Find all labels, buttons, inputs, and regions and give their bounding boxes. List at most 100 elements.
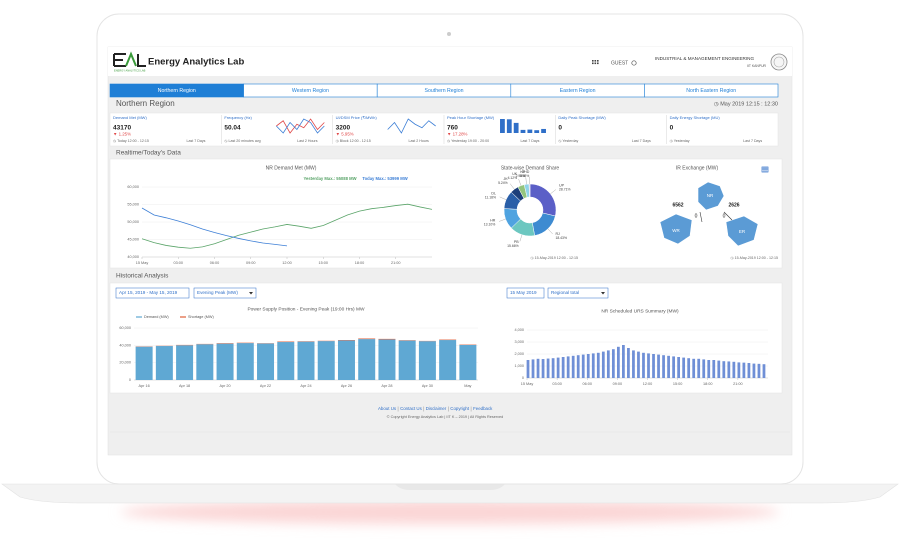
x-tick-label: 12:00	[643, 382, 653, 386]
kpi-label: Frequency (Hz)	[224, 115, 252, 120]
slice-value: 0.58%	[520, 174, 530, 178]
bar	[712, 360, 716, 378]
kpi-note: ◷ Yesterday	[558, 139, 578, 143]
bar	[601, 351, 605, 378]
user-icon[interactable]	[631, 60, 637, 66]
slice-label: PB	[514, 240, 519, 244]
slice-value: 15.66%	[507, 244, 519, 248]
kpi-period: Last 7 Days	[743, 139, 762, 143]
x-tick-label: 09:00	[613, 382, 623, 386]
bar	[541, 359, 545, 378]
y-tick-label: 2,000	[514, 352, 524, 356]
label-leader	[498, 218, 506, 222]
footer-link[interactable]: Copyright	[450, 406, 470, 411]
kpi-label: Demand Met (MW)	[113, 115, 147, 120]
bar	[439, 340, 457, 380]
x-tick-label: 15:00	[673, 382, 683, 386]
total-select[interactable]	[547, 287, 609, 299]
base-notch	[395, 484, 505, 490]
peak-select-label[interactable]: Evening Peak (MW)	[197, 290, 238, 295]
bar	[337, 340, 355, 380]
map-settings-icon[interactable]	[761, 166, 769, 173]
shadow	[120, 500, 780, 524]
kpi-label: Daily Energy Shortage (MU)	[670, 115, 721, 120]
bar	[662, 355, 665, 378]
date-range[interactable]: Apr 15, 2019 - May 15, 2019	[119, 290, 178, 295]
x-tick-label: 21:00	[733, 382, 743, 386]
footer-link[interactable]: Disclaimer	[426, 406, 447, 411]
spark-bar	[534, 130, 540, 133]
slice-label: RJ	[555, 232, 560, 236]
bar	[418, 341, 436, 380]
laptop-base	[1, 483, 899, 504]
tab-label[interactable]: Northern Region	[158, 88, 196, 94]
kpi-value: 0	[670, 125, 674, 132]
slice-label: CHD	[522, 170, 530, 174]
bar	[277, 342, 295, 380]
kpi-value: 43170	[113, 125, 131, 132]
tab-label[interactable]: Western Region	[292, 88, 329, 94]
footer-link[interactable]: About Us	[378, 406, 397, 411]
bar	[637, 351, 640, 378]
spark-bar	[520, 129, 526, 133]
apps-icon[interactable]	[592, 60, 599, 65]
tab-label[interactable]: Eastern Region	[560, 88, 596, 94]
date[interactable]: 15 May 2019	[510, 290, 537, 295]
spark-bar	[541, 128, 546, 133]
x-tick-label: 03:00	[173, 261, 183, 265]
bar	[616, 346, 620, 378]
bar	[155, 346, 173, 380]
bar	[702, 359, 706, 378]
y-tick-label: 3,000	[514, 340, 524, 344]
bar	[762, 364, 766, 378]
footer-link[interactable]: Contact Us	[400, 406, 423, 411]
y-tick-label: 1,000	[514, 364, 524, 368]
slice-value: 11.18%	[485, 196, 496, 200]
bar	[647, 353, 650, 378]
kpi-change: ▼ 1.25%	[113, 132, 131, 137]
bar	[677, 357, 681, 378]
line-series	[141, 203, 433, 249]
kpi-note: ◷ Last 20 minutes avg	[224, 139, 260, 143]
user[interactable]: GUEST	[611, 60, 628, 66]
y-tick-label: 40,000	[119, 343, 131, 347]
bar	[257, 343, 275, 380]
y-tick-label: 55,000	[127, 203, 139, 207]
label-leader	[519, 234, 523, 242]
bar	[707, 360, 711, 378]
total-select-label[interactable]: Regional total	[551, 290, 579, 295]
bar	[556, 357, 560, 378]
legend-entry: Yesterday Max.: 55088 MW	[303, 176, 356, 181]
bar	[667, 355, 670, 378]
sparkline	[387, 118, 436, 134]
line-series	[141, 207, 288, 247]
caret	[249, 292, 253, 295]
kpi-value: 3200	[336, 125, 351, 132]
slice-label: JK	[503, 177, 508, 181]
footer-link[interactable]: Feedback	[473, 406, 493, 411]
label-leader	[509, 183, 515, 190]
x-tick-label: Apr 28	[381, 384, 392, 388]
region-title: Northern Region	[116, 99, 175, 108]
peak-select[interactable]	[193, 287, 257, 299]
date-picker[interactable]	[506, 287, 545, 299]
bar	[571, 355, 575, 378]
y-tick-label: 4,000	[514, 328, 524, 332]
bar	[642, 352, 645, 378]
tab[interactable]	[644, 83, 779, 98]
ir-flow: 2626	[728, 202, 739, 208]
tab-label[interactable]: North Eastern Region	[686, 88, 736, 94]
x-tick-label: 21:00	[391, 261, 401, 265]
tab-label[interactable]: Southern Region	[425, 88, 464, 94]
date-range-picker[interactable]	[115, 287, 190, 299]
bar	[378, 338, 396, 340]
y-tick-label: 60,000	[127, 185, 139, 189]
realtime-panel	[109, 158, 783, 269]
bar	[566, 356, 570, 378]
x-tick-label: 18:00	[703, 382, 713, 386]
kpi-note: ◷ Block 12:00 - 12:15	[336, 139, 371, 143]
department: INDUSTRIAL & MANAGEMENT ENGINEERING	[655, 56, 754, 61]
label-leader	[518, 178, 522, 186]
x-tick-label: Apr 20	[219, 384, 230, 388]
x-tick-label: Apr 22	[260, 384, 271, 388]
